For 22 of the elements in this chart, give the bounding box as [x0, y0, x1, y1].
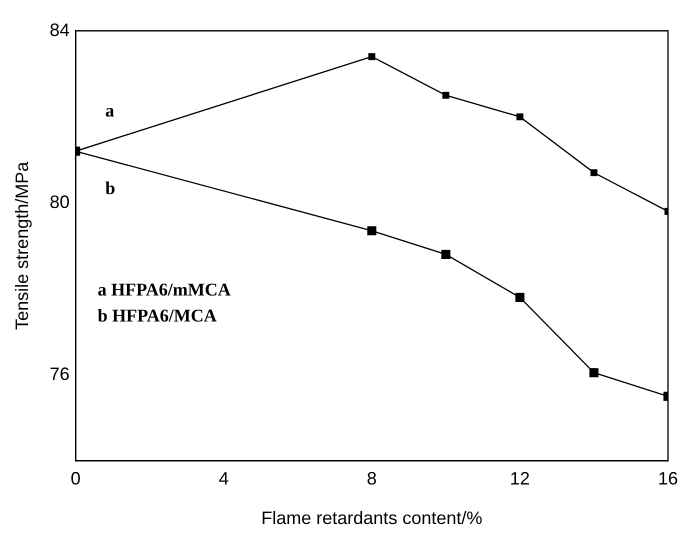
- y-tick-label: 76: [50, 364, 70, 384]
- x-tick-label: 0: [70, 468, 81, 489]
- point: [442, 92, 450, 99]
- point: [515, 292, 524, 302]
- y-axis-title: Tensile strength/MPa: [12, 160, 32, 330]
- y-tick-label: 84: [50, 20, 70, 40]
- point: [589, 368, 598, 378]
- x-tick-label: 16: [658, 468, 678, 489]
- x-tick-label: 4: [218, 468, 229, 489]
- point: [367, 226, 376, 236]
- x-axis-title: Flame retardants content/%: [261, 508, 482, 528]
- point: [368, 53, 376, 60]
- x-tick-label: 12: [510, 468, 530, 489]
- annotation: b HFPA6/MCA: [98, 305, 217, 326]
- x-tick-label: 8: [366, 468, 377, 489]
- point: [441, 250, 450, 259]
- point: [590, 169, 598, 176]
- series-label: a: [105, 100, 114, 120]
- series-label: b: [105, 178, 116, 198]
- y-tick-label: 80: [50, 192, 70, 212]
- point: [516, 113, 524, 120]
- annotation: a HFPA6/mMCA: [98, 279, 231, 300]
